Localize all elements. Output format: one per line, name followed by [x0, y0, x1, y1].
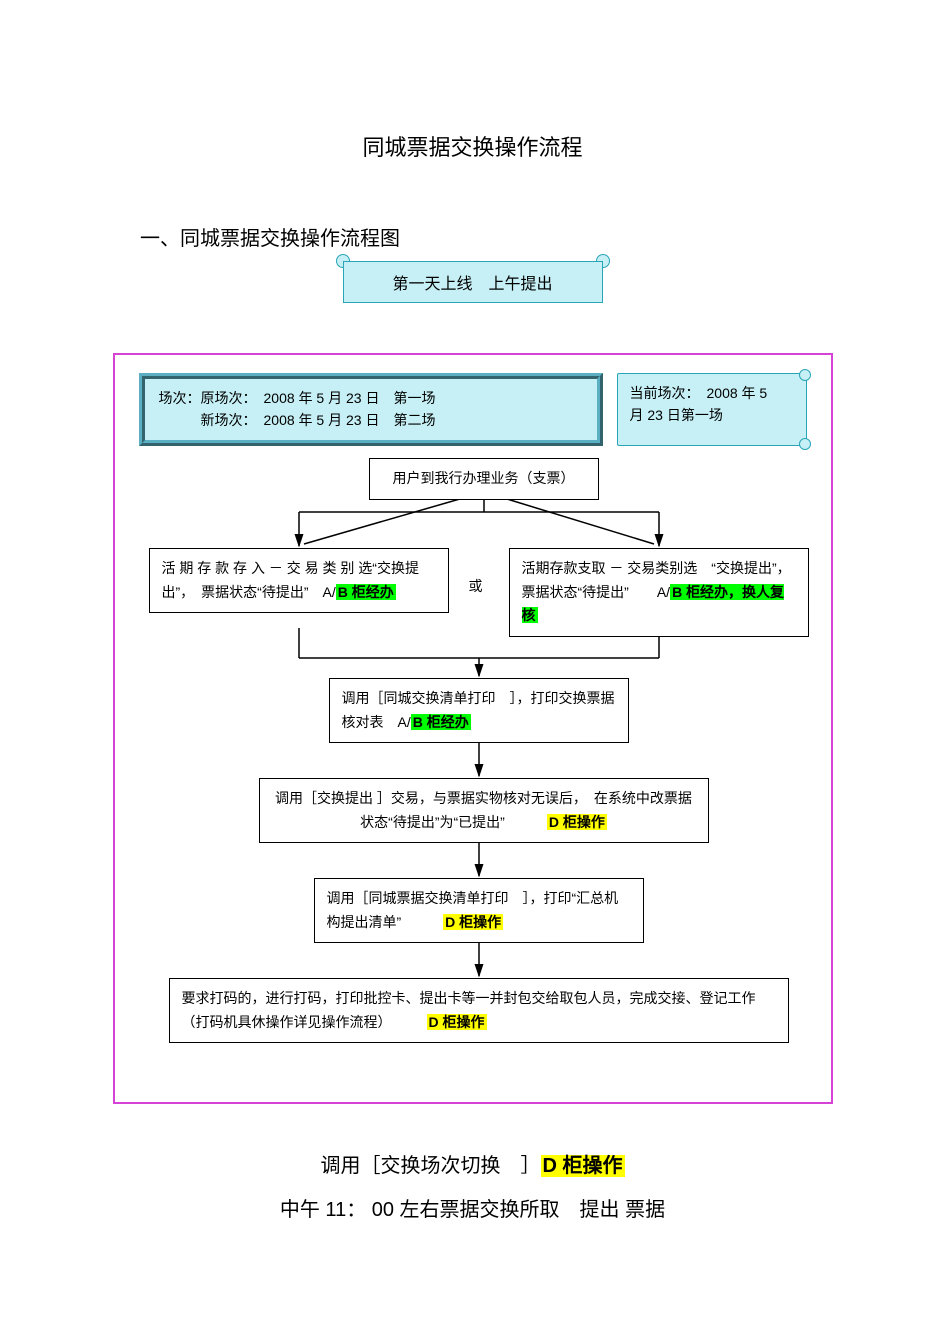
node-deposit: 活 期 存 款 存 入 － 交 易 类 别 选“交换提出”， 票据状态“待提出”…: [149, 548, 449, 614]
highlight-operator: B 柜经办: [336, 584, 396, 600]
bottom-text: 调用［交换场次切换 ］D 柜操作 中午 11： 00 左右票据交换所取 提出 票…: [20, 1144, 925, 1232]
node-exchange-submit: 调用［交换提出 ］交易，与票据实物核对无误后， 在系统中改票据状态“待提出”为“…: [259, 778, 709, 844]
highlight-operator: D 柜操作: [541, 1155, 625, 1177]
node-print-checklist: 调用［同城交换清单打印 ］，打印交换票据核对表 A/B 柜经办: [329, 678, 629, 744]
node-coding-handover: 要求打码的，进行打码，打印批控卡、提出卡等一并封包交给取包人员，完成交接、登记工…: [169, 978, 789, 1044]
highlight-operator: B 柜经办: [411, 714, 471, 730]
node-text: 调用［同城交换清单打印 ］，打印交换票据核对表 A/: [342, 690, 615, 730]
page-title: 同城票据交换操作流程: [20, 130, 925, 162]
node-withdraw: 活期存款支取 － 交易类别选 “交换提出”，票据状态“待提出” A/B 柜经办，…: [509, 548, 809, 637]
highlight-operator: D 柜操作: [443, 914, 503, 930]
flow-area: 用户到我行办理业务（支票） 活 期 存 款 存 入 － 交 易 类 别 选“交换…: [139, 458, 807, 1078]
highlight-operator: D 柜操作: [427, 1014, 487, 1030]
bottom-line1: 调用［交换场次切换 ］D 柜操作: [20, 1144, 925, 1188]
section-heading: 一、同城票据交换操作流程图: [140, 222, 925, 251]
node-text: 调用［交换提出 ］交易，与票据实物核对无误后， 在系统中改票据状态“待提出”为“…: [275, 790, 692, 830]
bevel-line1: 场次：原场次： 2008 年 5 月 23 日 第一场: [159, 387, 583, 409]
highlight-operator: D 柜操作: [547, 814, 607, 830]
bottom-line2: 中午 11： 00 左右票据交换所取 提出 票据: [20, 1188, 925, 1232]
flowchart-frame: 场次：原场次： 2008 年 5 月 23 日 第一场 新场次： 2008 年 …: [113, 353, 833, 1104]
bottom-line1-pre: 调用［交换场次切换 ］: [321, 1155, 541, 1177]
scroll-line1: 当前场次： 2008 年 5: [630, 382, 794, 404]
node-user-business: 用户到我行办理业务（支票）: [369, 458, 599, 500]
banner-scroll: 第一天上线 上午提出: [343, 261, 603, 303]
or-label: 或: [469, 576, 483, 596]
bevel-line2: 新场次： 2008 年 5 月 23 日 第二场: [159, 409, 583, 431]
banner-text: 第一天上线 上午提出: [343, 261, 603, 303]
node-print-summary: 调用［同城票据交换清单打印 ］，打印“汇总机构提出清单” D 柜操作: [314, 878, 644, 944]
node-text: 用户到我行办理业务（支票）: [393, 470, 575, 486]
current-session-scroll: 当前场次： 2008 年 5 月 23 日第一场: [617, 373, 807, 446]
session-bevel-box: 场次：原场次： 2008 年 5 月 23 日 第一场 新场次： 2008 年 …: [139, 373, 603, 446]
scroll-line2: 月 23 日第一场: [630, 404, 794, 426]
